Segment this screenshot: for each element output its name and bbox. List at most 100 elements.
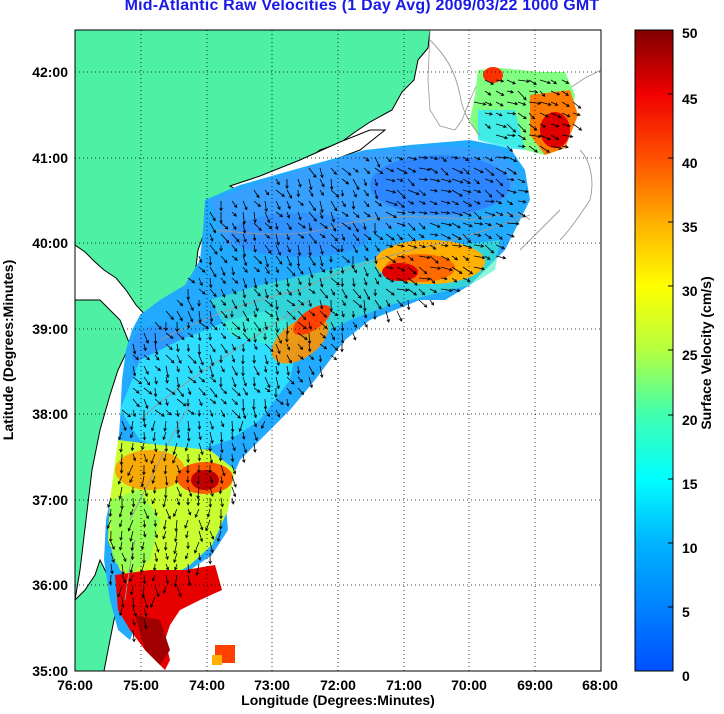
velocity-arrow (308, 189, 314, 197)
velocity-arrow (143, 332, 149, 344)
velocity-arrow (418, 222, 426, 230)
velocity-arrow (242, 277, 248, 289)
velocity-arrow (108, 574, 113, 586)
velocity-arrow (495, 101, 504, 107)
velocity-arrow (297, 211, 302, 221)
velocity-arrow (297, 277, 302, 286)
colorbar-tick-label: 20 (682, 412, 698, 428)
velocity-arrow (473, 156, 481, 161)
velocity-arrow (275, 255, 283, 265)
velocity-arrow (131, 497, 136, 508)
velocity-arrow (418, 299, 428, 308)
velocity-arrow (198, 321, 210, 330)
velocity-arrow (209, 354, 214, 367)
velocity-arrow (107, 497, 112, 508)
velocity-arrow (351, 310, 356, 319)
velocity-arrow (264, 343, 274, 353)
velocity-arrow (132, 629, 136, 643)
velocity-arrow (162, 585, 167, 595)
velocity-arrow (296, 255, 301, 268)
velocity-arrow (220, 464, 226, 477)
velocity-arrow (275, 354, 280, 366)
velocity-arrow (418, 189, 427, 197)
velocity-arrow (209, 211, 216, 222)
velocity-arrow (495, 90, 505, 96)
velocity-arrow (165, 343, 173, 351)
velocity-arrow (174, 519, 178, 533)
velocity-arrow (253, 321, 262, 332)
velocity-arrow (164, 442, 169, 453)
velocity-arrow (462, 266, 474, 275)
velocity-arrow (297, 387, 305, 396)
velocity-arrow (119, 464, 124, 474)
velocity-arrow (242, 332, 251, 342)
velocity-arrow (242, 310, 250, 322)
velocity-arrow (264, 354, 269, 365)
velocity-arrow (220, 299, 227, 306)
velocity-arrow (539, 101, 552, 106)
velocity-arrow (374, 167, 384, 175)
velocity-arrow (374, 178, 378, 187)
velocity-arrow (363, 321, 368, 328)
velocity-arrow (154, 530, 159, 539)
velocity-arrow (418, 233, 425, 239)
velocity-arrow (363, 277, 368, 286)
velocity-arrow (330, 332, 335, 341)
velocity-arrow (164, 486, 168, 499)
velocity-arrow (506, 123, 517, 133)
velocity-arrow (220, 255, 228, 264)
velocity-arrow (209, 398, 217, 404)
velocity-arrow (297, 376, 303, 383)
velocity-arrow (197, 464, 201, 474)
velocity-arrow (165, 332, 174, 339)
velocity-arrow (132, 365, 137, 377)
velocity-arrow (418, 288, 426, 296)
velocity-arrow (308, 233, 318, 244)
velocity-arrow (319, 266, 326, 273)
velocity-arrow (187, 574, 192, 587)
velocity-arrow (264, 211, 271, 224)
velocity-arrow (198, 530, 204, 543)
velocity-arrow (484, 255, 491, 260)
velocity-arrow (130, 420, 134, 431)
velocity-arrow (341, 200, 346, 208)
velocity-arrow (264, 321, 268, 331)
velocity-arrow (130, 585, 134, 596)
velocity-arrow (264, 277, 268, 286)
velocity-arrow (206, 508, 211, 518)
velocity-arrow (220, 343, 228, 354)
velocity-arrow (506, 200, 514, 205)
velocity-arrow (187, 310, 194, 323)
velocity-arrow (253, 244, 257, 253)
velocity-arrow (528, 90, 539, 94)
colorbar-tick-label: 45 (682, 91, 698, 107)
velocity-arrow (165, 310, 174, 321)
velocity-arrow (462, 211, 472, 217)
velocity-arrow (308, 288, 316, 294)
velocity-arrow (506, 79, 516, 85)
velocity-arrow (396, 167, 408, 174)
velocity-arrow (307, 343, 312, 353)
y-tick-label: 40:00 (32, 235, 68, 251)
velocity-arrow (440, 167, 449, 176)
velocity-arrow (186, 541, 190, 550)
velocity-arrow (187, 277, 196, 284)
velocity-arrow (129, 508, 134, 516)
velocity-arrow (440, 288, 453, 293)
y-tick-label: 36:00 (32, 577, 68, 593)
velocity-arrow (495, 233, 503, 240)
velocity-arrow (374, 189, 379, 200)
velocity-arrow (209, 453, 214, 464)
velocity-arrow (131, 486, 135, 494)
velocity-arrow (143, 365, 149, 375)
velocity-arrow (440, 276, 448, 281)
velocity-arrow (252, 398, 256, 411)
velocity-arrow (175, 321, 179, 333)
velocity-arrow (198, 266, 206, 273)
velocity-arrow (242, 233, 247, 243)
velocity-arrow (184, 442, 189, 452)
velocity-arrow (186, 453, 190, 464)
velocity-arrow (506, 177, 515, 182)
velocity-arrow (174, 530, 178, 543)
velocity-arrow (264, 288, 269, 299)
